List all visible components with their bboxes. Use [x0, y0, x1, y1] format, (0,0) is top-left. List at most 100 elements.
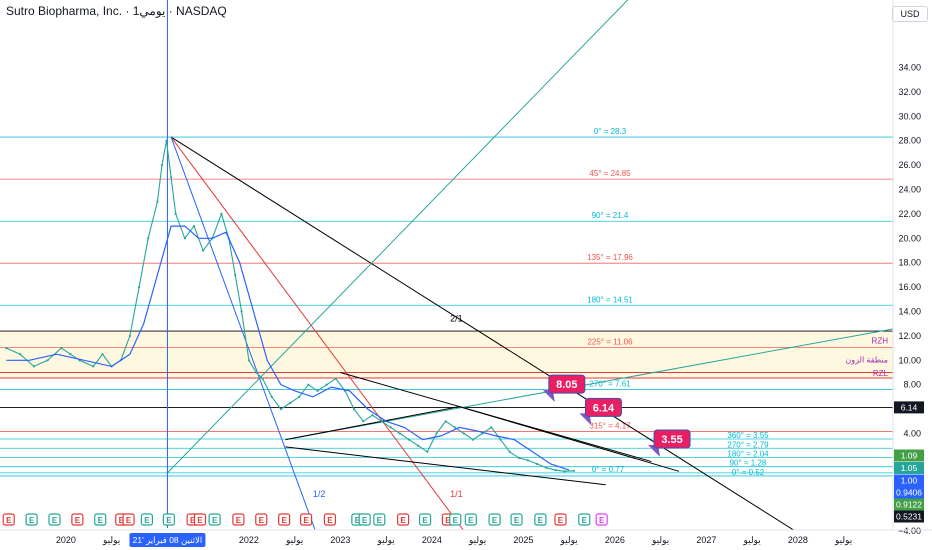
earnings-icon[interactable] [323, 513, 336, 526]
earnings-icon[interactable] [94, 513, 107, 526]
earnings-letter: E [212, 516, 218, 525]
price-point [69, 353, 72, 356]
price-badge-label: 1.00 [901, 475, 918, 485]
price-badge[interactable] [894, 498, 924, 511]
price-badge[interactable] [894, 449, 924, 462]
earnings-icon[interactable] [418, 513, 432, 526]
price-point [288, 401, 292, 405]
earnings-icon[interactable] [278, 513, 291, 526]
earnings-icon[interactable] [25, 513, 38, 526]
price-badge[interactable] [894, 474, 924, 487]
price-tick-label: 12.00 [898, 331, 921, 341]
target-box[interactable] [584, 397, 622, 417]
earnings-icon[interactable] [554, 513, 567, 526]
earnings-icon[interactable] [193, 513, 207, 526]
target-box[interactable] [548, 374, 586, 394]
price-point [389, 426, 392, 429]
target-label: 3.55 [661, 434, 682, 446]
price-level-label: 0° = 0.52 [732, 468, 765, 477]
earnings-letter: E [558, 516, 564, 525]
earnings-icon[interactable] [300, 513, 313, 526]
trend-line [285, 406, 460, 441]
earnings-letter: E [190, 516, 196, 525]
earnings-icon[interactable] [397, 513, 410, 526]
price-level-label: 315° = 4.17 [589, 421, 631, 430]
earnings-icon[interactable] [208, 513, 221, 526]
earnings-icon[interactable] [534, 513, 547, 526]
price-level-label: 180° = 2.04 [727, 449, 769, 458]
price-point [32, 365, 35, 368]
earnings-letter: E [6, 516, 12, 525]
time-tick-label: يوليو [285, 535, 304, 546]
price-point [417, 444, 420, 447]
time-tick-label: 2026 [605, 535, 625, 545]
price-level-label: 0° = 28.3 [594, 127, 627, 136]
earnings-icon[interactable] [464, 513, 477, 526]
earnings-icon[interactable] [358, 513, 371, 526]
price-point [234, 273, 237, 276]
earnings-icon[interactable] [488, 513, 501, 526]
price-badge-label: 0.9122 [896, 499, 922, 509]
earnings-icon[interactable] [232, 513, 245, 526]
price-point [183, 237, 186, 240]
price-point [165, 139, 168, 142]
earnings-icon[interactable] [595, 513, 608, 526]
time-tick-label: 2020 [56, 535, 76, 545]
price-point [270, 395, 273, 398]
earnings-icon[interactable] [373, 513, 386, 526]
earnings-letter: E [197, 516, 203, 525]
price-point [398, 432, 401, 435]
earnings-letter: E [327, 516, 333, 525]
earnings-icon[interactable] [255, 513, 268, 526]
time-tick-label: 2025 [513, 535, 533, 545]
price-badge[interactable] [894, 401, 924, 414]
price-badge-label: 1.05 [901, 463, 918, 473]
earnings-letter: E [362, 516, 368, 525]
earnings-icon[interactable] [2, 513, 15, 526]
trend-line [459, 406, 680, 472]
target-box[interactable] [653, 429, 691, 449]
price-point [92, 365, 95, 368]
earnings-icon[interactable] [140, 513, 153, 526]
earnings-icon[interactable] [578, 513, 591, 526]
symbol-title[interactable]: Sutro Biopharma, Inc. · 1يومي · NASDAQ [6, 4, 227, 18]
currency-label[interactable]: USD [892, 6, 928, 22]
price-point [101, 353, 104, 356]
earnings-letter: E [236, 516, 242, 525]
price-level-label: 90° = 1.28 [730, 459, 767, 468]
trend-line [170, 136, 464, 530]
moving-average-line [6, 225, 570, 471]
price-level-label: 225° = 11.06 [587, 337, 633, 346]
price-point [471, 438, 475, 441]
earnings-letter: E [422, 516, 428, 525]
price-level-label: 0° = 0.77 [592, 465, 625, 474]
earnings-letter: E [144, 516, 150, 525]
price-point [247, 359, 250, 362]
chart-header: Sutro Biopharma, Inc. · 1يومي · NASDAQ [6, 4, 227, 18]
earnings-icon[interactable] [48, 513, 61, 526]
earnings-icon[interactable] [122, 513, 135, 526]
earnings-icon[interactable] [449, 513, 462, 526]
trend-line [167, 0, 629, 474]
price-badge[interactable] [894, 461, 924, 474]
target-label: 6.14 [593, 402, 615, 414]
earnings-icon[interactable] [71, 513, 84, 526]
earnings-letter: E [582, 516, 588, 525]
price-point [46, 359, 49, 362]
price-badge-label: 6.14 [901, 402, 918, 412]
price-badge[interactable] [894, 510, 924, 523]
trend-line [285, 328, 893, 441]
earnings-letter: E [453, 516, 459, 525]
earnings-letter: E [400, 516, 406, 525]
price-point [499, 438, 502, 441]
price-level-label: 135° = 17.96 [587, 253, 633, 262]
trend-line-label: 2/1 [450, 313, 463, 323]
earnings-icon[interactable] [162, 513, 175, 526]
price-badge[interactable] [894, 486, 924, 499]
time-tick-label: 2023 [330, 535, 350, 545]
price-point [435, 432, 438, 435]
cursor-date-label: الاثنين 08 فبراير '21 [133, 535, 203, 546]
earnings-icon[interactable] [510, 513, 523, 526]
zone-rzh-label: RZH [872, 336, 889, 345]
